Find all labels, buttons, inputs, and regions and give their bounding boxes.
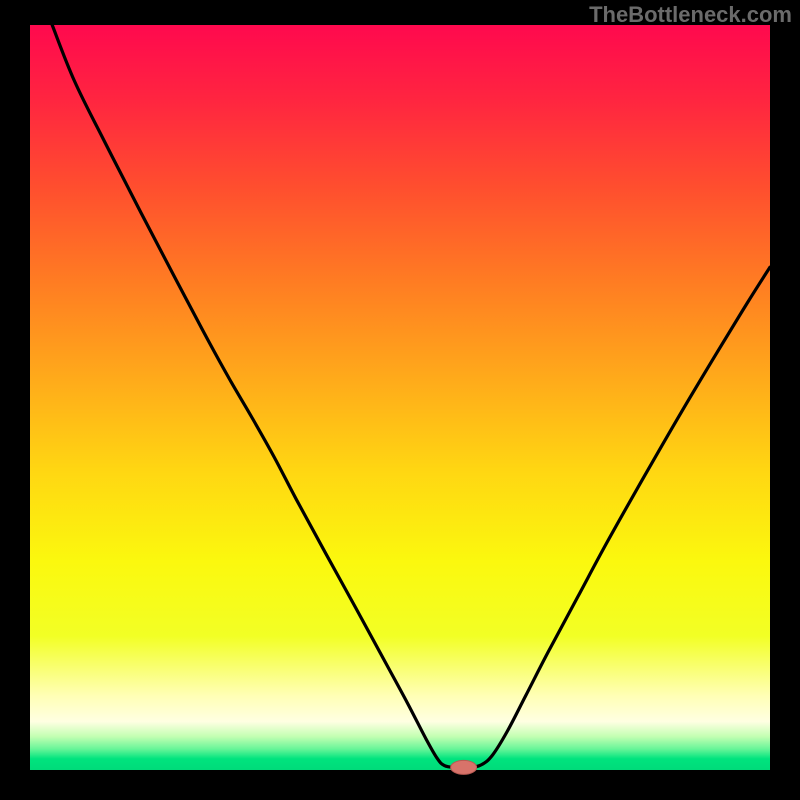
bottleneck-chart [0, 0, 800, 800]
watermark-label: TheBottleneck.com [589, 2, 792, 28]
optimal-point-marker [451, 760, 477, 774]
chart-frame: TheBottleneck.com [0, 0, 800, 800]
plot-background [30, 25, 770, 770]
